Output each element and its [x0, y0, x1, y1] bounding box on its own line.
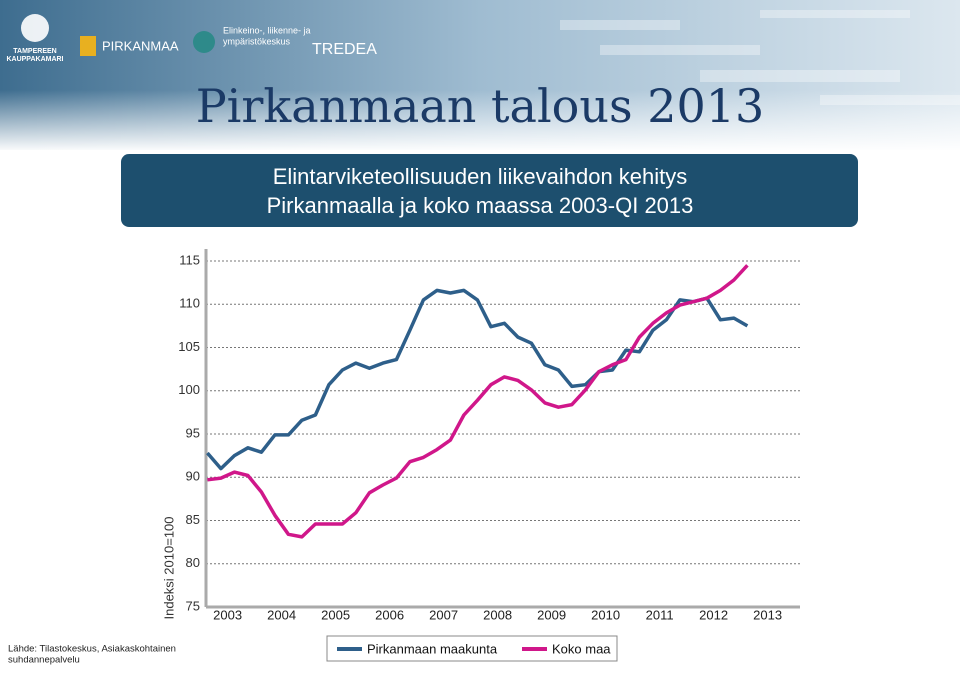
y-tick-label: 95	[186, 425, 200, 440]
x-tick-label: 2003	[213, 607, 242, 622]
legend-label: Koko maa	[552, 641, 611, 656]
y-tick-label: 110	[179, 296, 200, 311]
series-line	[206, 288, 749, 471]
chart-title: Pirkanmaalla ja koko maassa 2003-QI 2013	[267, 193, 694, 218]
chart-title: Elintarviketeollisuuden liikevaihdon keh…	[273, 164, 688, 189]
y-tick-label: 105	[178, 339, 200, 354]
x-tick-label: 2004	[267, 607, 296, 622]
x-tick-label: 2005	[321, 607, 350, 622]
legend	[326, 635, 618, 662]
logo-text: TAMPEREEN	[13, 48, 56, 55]
x-tick-label: 2012	[699, 607, 728, 622]
y-tick-label: 80	[186, 555, 200, 570]
source: Lähde: Tilastokeskus, Asiakaskohtainen	[8, 644, 176, 655]
logo-icon	[21, 14, 49, 42]
y-tick-label: 115	[179, 252, 200, 267]
logo-text: Elinkeino-, liikenne- ja	[223, 25, 311, 35]
y-tick-label: 100	[178, 382, 200, 397]
x-tick-label: 2007	[429, 607, 458, 622]
y-axis-label: Indeksi 2010=100	[161, 516, 176, 619]
header-fade	[0, 90, 960, 152]
x-tick-label: 2009	[537, 607, 566, 622]
y-tick-label: 75	[186, 598, 200, 613]
y-tick-label: 85	[186, 512, 200, 527]
logo-icon	[80, 36, 96, 56]
x-tick-label: 2011	[646, 607, 674, 622]
title-box	[121, 154, 858, 227]
series-line	[207, 264, 749, 539]
logo-text: ympäristökeskus	[223, 36, 291, 46]
x-tick-label: 2010	[591, 607, 620, 622]
logo-text: TREDEA	[312, 41, 377, 58]
x-tick-label: 2008	[483, 607, 512, 622]
x-tick-label: 2013	[753, 607, 782, 622]
page-title: Pirkanmaan talous 2013	[196, 79, 765, 133]
logo-text: PIRKANMAA	[102, 38, 179, 53]
source: suhdannepalvelu	[8, 655, 80, 666]
y-tick-label: 90	[186, 469, 200, 484]
logo-icon	[193, 31, 215, 53]
logo-text: KAUPPAKAMARI	[6, 56, 63, 63]
legend-label: Pirkanmaan maakunta	[367, 641, 498, 656]
x-tick-label: 2006	[375, 607, 404, 622]
